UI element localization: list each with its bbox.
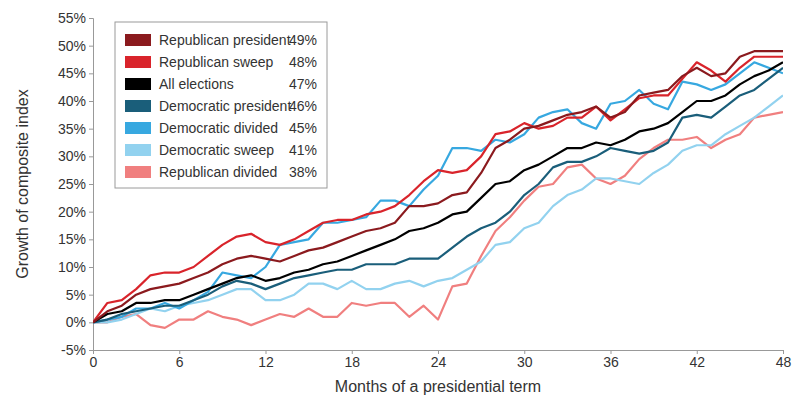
y-tick: 40% (58, 93, 93, 109)
x-tick: 12 (258, 350, 274, 370)
y-axis-title: Growth of composite index (14, 89, 31, 278)
legend-label: Republican divided (159, 164, 277, 180)
y-tick-mark (89, 239, 93, 240)
legend-swatch (125, 56, 151, 68)
legend-item: All elections 47% (125, 76, 317, 92)
legend-item: Republican sweep 48% (125, 54, 317, 70)
legend-box (115, 22, 327, 188)
legend-item: Republican divided 38% (125, 164, 317, 180)
x-tick-label: 24 (431, 354, 447, 370)
legend-label: All elections (159, 76, 234, 92)
y-tick-mark (89, 295, 93, 296)
y-tick-mark (89, 101, 93, 102)
y-tick: 35% (58, 121, 93, 137)
y-tick-label: 25% (58, 176, 86, 192)
series-line (93, 62, 783, 322)
y-tick: 50% (58, 38, 93, 54)
y-tick-mark (89, 129, 93, 130)
y-tick-mark (89, 184, 93, 185)
y-tick: 20% (58, 204, 93, 220)
x-tick-label: 42 (689, 354, 705, 370)
y-tick: 5% (66, 287, 93, 303)
legend-item: Democratic president46% (125, 98, 317, 114)
legend-total: 48% (289, 54, 317, 70)
y-tick-label: 0% (66, 314, 86, 330)
x-tick: 30 (517, 350, 533, 370)
legend-label: Democratic divided (159, 120, 278, 136)
y-tick-mark (89, 18, 93, 19)
y-axis: -5% 0% 5% 10% 15% 20% 25% 30% 35% 40% 45% 50% 55% (58, 10, 94, 358)
series-line (93, 62, 783, 322)
legend-total: 41% (289, 142, 317, 158)
y-tick-label: 10% (58, 259, 86, 275)
legend-swatch (125, 34, 151, 46)
y-tick: 25% (58, 176, 93, 192)
y-tick-mark (89, 212, 93, 213)
y-tick-mark (89, 73, 93, 74)
chart: -5% 0% 5% 10% 15% 20% 25% 30% 35% 40% 45% 50% 55% 0 6 1… (0, 0, 800, 400)
y-tick-label: 30% (58, 148, 86, 164)
legend-label: Democratic president (159, 98, 291, 114)
legend-swatch (125, 166, 151, 178)
y-tick-label: 35% (58, 121, 86, 137)
y-tick-mark (89, 156, 93, 157)
legend-label: Democratic sweep (159, 142, 274, 158)
y-tick-label: -5% (61, 342, 86, 358)
y-tick-mark (89, 46, 93, 47)
y-tick: 45% (58, 65, 93, 81)
x-tick: 0 (90, 350, 98, 370)
y-tick-label: 20% (58, 204, 86, 220)
x-tick: 36 (603, 350, 619, 370)
legend-total: 38% (289, 164, 317, 180)
x-tick: 18 (344, 350, 360, 370)
y-tick: 55% (58, 10, 93, 26)
legend-label: Republican president (159, 32, 291, 48)
y-tick-label: 50% (58, 38, 86, 54)
series-line (93, 68, 783, 323)
legend-total: 47% (289, 76, 317, 92)
y-tick: 10% (58, 259, 93, 275)
y-tick-label: 45% (58, 65, 86, 81)
y-tick-label: 15% (58, 231, 86, 247)
legend-item: Democratic divided 45% (125, 120, 317, 136)
legend-total: 45% (289, 120, 317, 136)
y-tick-label: 40% (58, 93, 86, 109)
y-axis-line (89, 19, 94, 351)
y-tick: 15% (58, 231, 93, 247)
y-tick-label: 5% (66, 287, 86, 303)
y-tick-label: 55% (58, 10, 86, 26)
legend-swatch (125, 144, 151, 156)
legend-label: Republican sweep (159, 54, 274, 70)
legend-item: Republican president49% (125, 32, 317, 48)
y-tick-mark (89, 350, 93, 351)
x-tick-label: 12 (258, 354, 274, 370)
x-tick-label: 36 (603, 354, 619, 370)
x-tick: 48 (776, 350, 792, 370)
x-tick-label: 48 (776, 354, 792, 370)
y-tick-mark (89, 267, 93, 268)
y-tick: 30% (58, 148, 93, 164)
y-tick-mark (89, 322, 93, 323)
x-tick: 42 (689, 350, 705, 370)
legend-swatch (125, 78, 151, 90)
series-line (93, 112, 783, 328)
x-tick: 24 (431, 350, 447, 370)
x-tick-label: 6 (176, 354, 184, 370)
x-tick-label: 0 (90, 354, 98, 370)
y-tick: 0% (66, 314, 93, 330)
x-axis-title: Months of a presidential term (335, 378, 541, 395)
series-line (93, 95, 783, 322)
legend-total: 49% (289, 32, 317, 48)
plot: -5% 0% 5% 10% 15% 20% 25% 30% 35% 40% 45% 50% 55% 0 6 1… (58, 10, 792, 370)
legend-item: Democratic sweep 41% (125, 142, 317, 158)
x-tick-label: 18 (344, 354, 360, 370)
y-tick: -5% (61, 342, 93, 358)
x-axis: 0 6 12 18 24 30 36 42 48 (90, 350, 792, 370)
legend: Republican president49% Republican sweep 4… (115, 22, 327, 188)
x-tick: 6 (176, 350, 184, 370)
x-tick-label: 30 (517, 354, 533, 370)
legend-swatch (125, 100, 151, 112)
legend-swatch (125, 122, 151, 134)
legend-total: 46% (289, 98, 317, 114)
